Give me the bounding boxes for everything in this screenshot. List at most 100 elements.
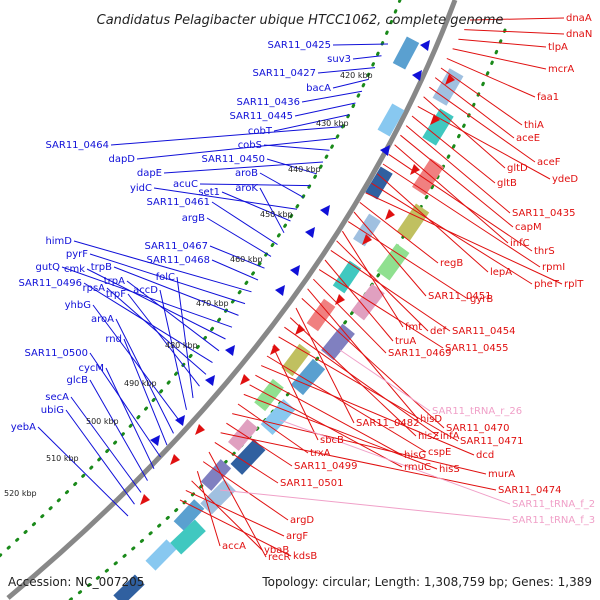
gene-label-fmt[interactable]: fmt [405,322,422,333]
gene-label-aroB[interactable]: aroB [235,168,258,179]
label-connector [411,115,496,184]
gene-label-dnaN[interactable]: dnaN [566,29,592,40]
gene-label-thiA[interactable]: thiA [524,120,544,131]
gene-label-SAR11_0468[interactable]: SAR11_0468 [147,255,211,266]
gene-label-lepA[interactable]: lepA [490,267,512,278]
gene-label-cycM[interactable]: cycM [78,363,104,374]
gene-label-himD[interactable]: himD [45,236,72,247]
gene-label-SAR11_0461[interactable]: SAR11_0461 [147,197,211,208]
gene-label-recR[interactable]: recR [268,552,291,563]
gene-label-trxA[interactable]: trxA [310,448,331,459]
gene-label-dapD[interactable]: dapD [108,154,135,165]
gene-label-def[interactable]: def [430,326,447,337]
gene-label-yebA[interactable]: yebA [11,422,36,433]
gene-label-gutQ[interactable]: gutQ [36,262,61,273]
gene-label-SAR11_0471[interactable]: SAR11_0471 [460,436,524,447]
gene-label-SAR11_0450[interactable]: SAR11_0450 [202,154,266,165]
label-connector [266,158,317,175]
gene-label-rmuC[interactable]: rmuC [404,462,431,473]
gene-label-SAR11_0496[interactable]: SAR11_0496 [19,278,83,289]
gene-label-aceF[interactable]: aceF [537,157,561,168]
gene-label-thrS[interactable]: thrS [534,246,555,257]
gene-label-SAR11_0451[interactable]: SAR11_0451 [428,291,492,302]
gene-label-kdsB[interactable]: kdsB [293,551,317,562]
gene-label-pyrF[interactable]: pyrF [66,249,88,260]
gene-label-capM[interactable]: capM [515,222,542,233]
gene-label-ubiG[interactable]: ubiG [41,405,64,416]
gene-label-glcB[interactable]: glcB [67,375,89,386]
gene-label-argB[interactable]: argB [182,213,205,224]
gene-label-rpsA[interactable]: rpsA [82,283,105,294]
gene-label-yidC[interactable]: yidC [130,183,152,194]
label-connector [429,86,536,163]
gene-label-faa1[interactable]: faa1 [537,92,559,103]
gene-label-cspE[interactable]: cspE [428,447,451,458]
gene-label-SAR11_0435[interactable]: SAR11_0435 [512,208,576,219]
gene-label-SAR11_tRNA_r_26[interactable]: SAR11_tRNA_r_26 [432,406,522,417]
gene-label-folC[interactable]: folC [156,272,175,283]
gene-label-argF[interactable]: argF [286,531,308,542]
gene-label-SAR11_0464[interactable]: SAR11_0464 [46,140,110,151]
gene-label-hisZ[interactable]: hisZ [418,431,439,442]
gene-label-cmk[interactable]: cmk [64,264,85,275]
gene-label-trpF[interactable]: trpF [106,289,126,300]
label-connector [469,17,565,21]
gene-label-infA[interactable]: infA [440,431,460,442]
gene-label-tlpA[interactable]: tlpA [548,42,568,53]
gene-label-bacA[interactable]: bacA [306,83,331,94]
gene-label-SAR11_0427[interactable]: SAR11_0427 [253,68,317,79]
gene-label-cobT[interactable]: cobT [248,126,273,137]
gene-label-SAR11_0482[interactable]: SAR11_0482 [356,418,420,429]
gene-label-trpA[interactable]: trpA [104,276,125,287]
gene-label-SAR11_0425[interactable]: SAR11_0425 [268,40,332,51]
gene-label-hisS[interactable]: hisS [439,464,460,475]
gene-label-SAR11_tRNA_f_2[interactable]: SAR11_tRNA_f_2 [512,499,595,510]
gene-label-dcd[interactable]: dcd [476,450,494,461]
gene-label-pheT[interactable]: pheT [534,279,560,290]
gene-label-rnd[interactable]: rnd [105,334,122,345]
gene-label-aroK[interactable]: aroK [235,183,258,194]
gene-label-gltD[interactable]: gltD [507,163,528,174]
gene-label-SAR11_0474[interactable]: SAR11_0474 [498,485,562,496]
gene-label-regB[interactable]: regB [440,258,463,269]
gene-label-gltB[interactable]: gltB [497,178,517,189]
gene-label-SAR11_0445[interactable]: SAR11_0445 [230,111,294,122]
gene-label-infC[interactable]: infC [510,238,530,249]
gene-label-trpB[interactable]: trpB [91,262,112,273]
gene-label-truA[interactable]: truA [395,336,416,347]
gene-label-set1[interactable]: set1 [198,187,220,198]
gene-label-suv3[interactable]: suv3 [327,54,351,65]
gene-label-mcrA[interactable]: mcrA [548,64,574,75]
gene-label-SAR11_tRNA_f_3[interactable]: SAR11_tRNA_f_3 [512,515,595,526]
gene-label-aceE[interactable]: aceE [516,133,540,144]
gene-label-gyrB[interactable]: gyrB [470,294,493,305]
gene-label-sbcB[interactable]: sbcB [320,435,344,446]
gene-label-secA[interactable]: secA [45,392,69,403]
gene-label-rpmI[interactable]: rpmI [542,262,565,273]
gene-label-SAR11_0436[interactable]: SAR11_0436 [237,97,301,108]
gene-label-SAR11_0454[interactable]: SAR11_0454 [452,326,516,337]
gene-label-yhbG[interactable]: yhbG [65,300,91,311]
gene-label-SAR11_0470[interactable]: SAR11_0470 [446,423,510,434]
gene-label-hisD[interactable]: hisD [420,414,442,425]
gene-label-argD[interactable]: argD [290,515,314,526]
gene-label-dnaA[interactable]: dnaA [566,13,592,24]
gene-label-aroA[interactable]: aroA [91,314,114,325]
gene-label-accD[interactable]: accD [133,285,158,296]
gene-label-SAR11_0467[interactable]: SAR11_0467 [145,241,209,252]
gene-label-acuC[interactable]: acuC [173,179,198,190]
gene-label-dapE[interactable]: dapE [137,168,162,179]
gene-label-SAR11_0499[interactable]: SAR11_0499 [294,461,358,472]
label-connector [359,202,439,264]
gene-label-murA[interactable]: murA [488,469,515,480]
gene-label-SAR11_0500[interactable]: SAR11_0500 [25,348,89,359]
gene-label-hisG[interactable]: hisG [404,450,426,461]
gene-label-cobS[interactable]: cobS [238,140,262,151]
gene-label-rplT[interactable]: rplT [564,279,584,290]
gene-label-SAR11_0469[interactable]: SAR11_0469 [388,348,452,359]
gene-label-SAR11_0455[interactable]: SAR11_0455 [445,343,509,354]
gene-label-SAR11_0501[interactable]: SAR11_0501 [280,478,344,489]
gene-label-ydeD[interactable]: ydeD [552,174,578,185]
gene-label-ybaB[interactable]: ybaB [264,545,289,556]
gene-label-accA[interactable]: accA [222,541,246,552]
